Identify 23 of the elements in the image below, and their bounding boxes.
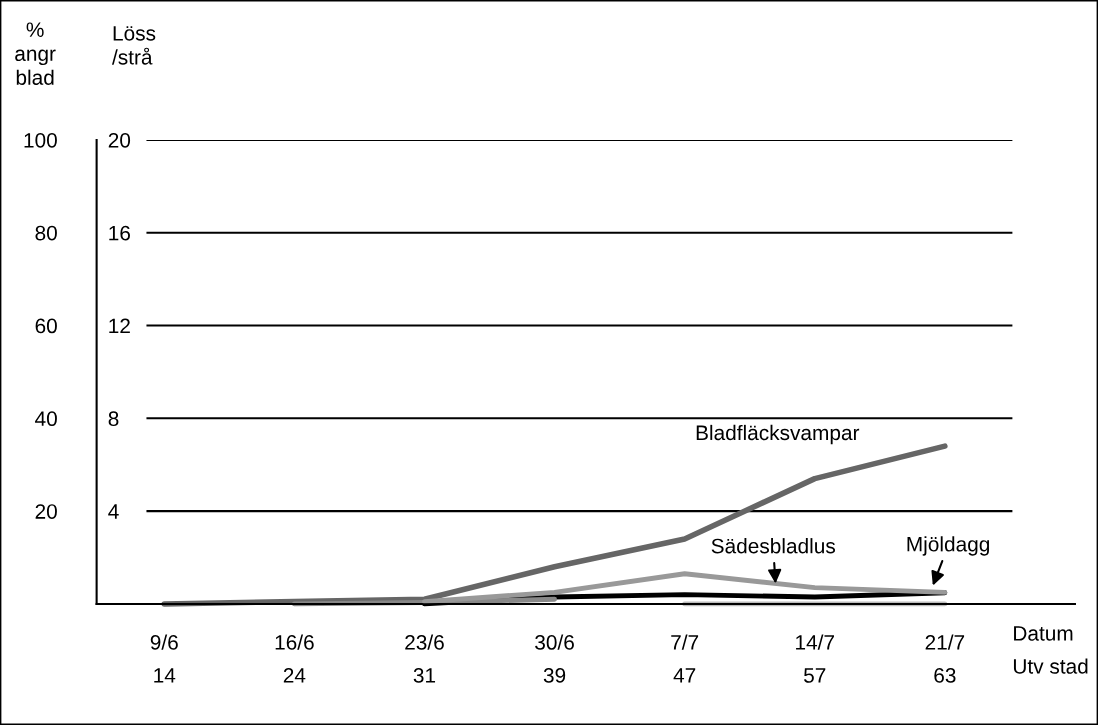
y-tick-label: 100 [24,132,57,148]
y2-tick-label: 4 [108,504,119,519]
y-axis-title: % angr blad [15,22,56,85]
y2-tick-label: 16 [109,225,130,241]
y2-tick-label: 12 [109,318,130,334]
series-label: Bladfläcksvampar [696,424,860,445]
y-tick-label: 60 [35,318,57,334]
y2-tick-label: 20 [108,132,131,148]
x-tick-label: 7/7 47 [671,634,699,683]
y-tick-label: 40 [35,411,57,427]
y-tick-label: 20 [35,504,57,519]
x-tick-label: 30/6 39 [535,634,574,683]
x-tick-label: 16/6 24 [275,634,314,683]
x-tick-label: 9/6 14 [150,634,178,683]
y-tick-label: 80 [35,225,57,241]
x-tick-label: 14/7 57 [796,634,834,683]
y2-tick-label: 8 [108,411,119,427]
x-tick-label: 21/7 63 [925,634,965,683]
series-label: Sädesbladlus [711,538,836,554]
y2-axis-title: Löss /strå [112,26,156,65]
x-axis-title: Datum Utv stad [1013,626,1088,674]
x-tick-label: 23/6 31 [405,634,444,683]
series-label: Mjöldagg [907,536,990,556]
